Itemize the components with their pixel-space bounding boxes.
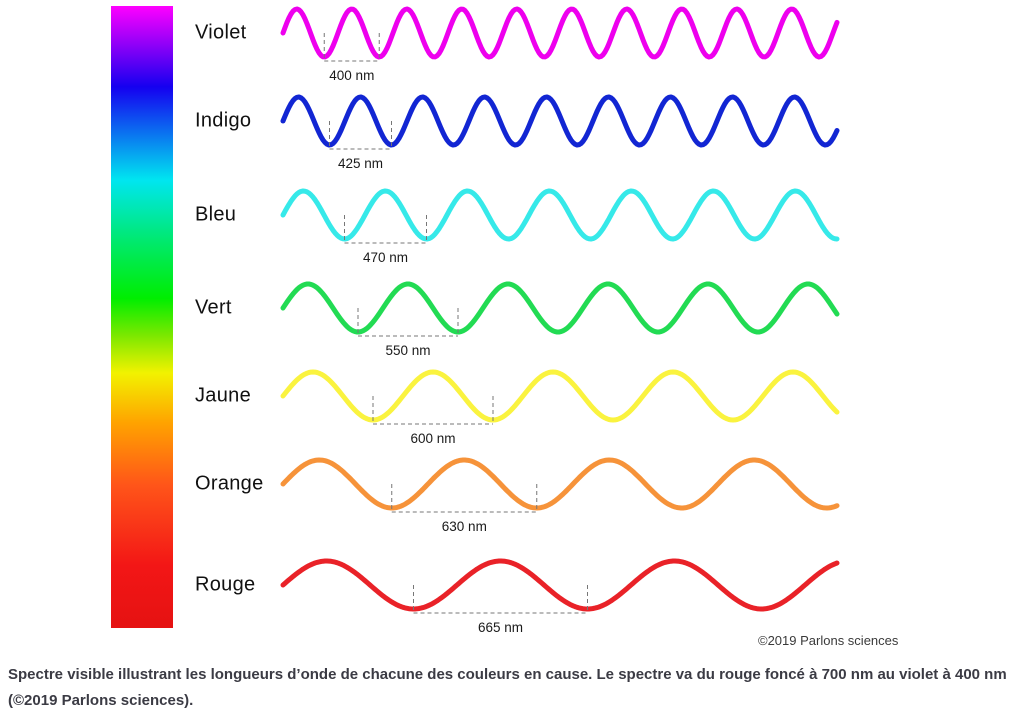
wave-row-jaune: Jaune 600 nm (0, 366, 1024, 454)
wave-path (280, 6, 840, 60)
color-label: Rouge (195, 573, 256, 596)
color-label: Vert (195, 296, 232, 319)
color-label: Indigo (195, 109, 252, 132)
sine-wave-rouge: 665 nm (280, 558, 840, 635)
sine-wave-orange: 630 nm (280, 457, 840, 534)
color-label: Jaune (195, 384, 251, 407)
wave-path (280, 558, 840, 612)
color-label: Violet (195, 21, 247, 44)
figure-caption: Spectre visible illustrant les longueurs… (8, 666, 1007, 709)
sine-wave-bleu: 470 nm (280, 188, 840, 265)
wavelength-label: 600 nm (410, 431, 455, 446)
copyright-text: ©2019 Parlons sciences (758, 633, 899, 648)
wave-row-rouge: Rouge 665 nm (0, 555, 1024, 643)
wavelength-label: 630 nm (442, 519, 487, 534)
sine-wave-indigo: 425 nm (280, 94, 840, 171)
sine-wave-violet: 400 nm (280, 6, 840, 83)
spectrum-gradient-bar (111, 6, 173, 628)
color-label: Bleu (195, 203, 237, 226)
wavelength-label: 665 nm (478, 620, 523, 635)
sine-wave-vert: 550 nm (280, 281, 840, 358)
color-label: Orange (195, 472, 264, 495)
sine-wave-jaune: 600 nm (280, 369, 840, 446)
wave-row-orange: Orange 630 nm (0, 454, 1024, 542)
wave-path (280, 369, 840, 423)
wavelength-label: 425 nm (338, 156, 383, 171)
wave-path (280, 188, 840, 242)
wave-row-vert: Vert 550 nm (0, 278, 1024, 366)
wavelength-label: 470 nm (363, 250, 408, 265)
wavelength-label: 550 nm (385, 343, 430, 358)
wave-row-indigo: Indigo 425 nm (0, 91, 1024, 179)
wavelength-label: 400 nm (329, 68, 374, 83)
wave-path (280, 94, 840, 148)
wave-path (280, 281, 840, 335)
wave-path (280, 457, 840, 511)
wave-row-violet: Violet 400 nm (0, 3, 1024, 91)
wave-row-bleu: Bleu 470 nm (0, 185, 1024, 273)
